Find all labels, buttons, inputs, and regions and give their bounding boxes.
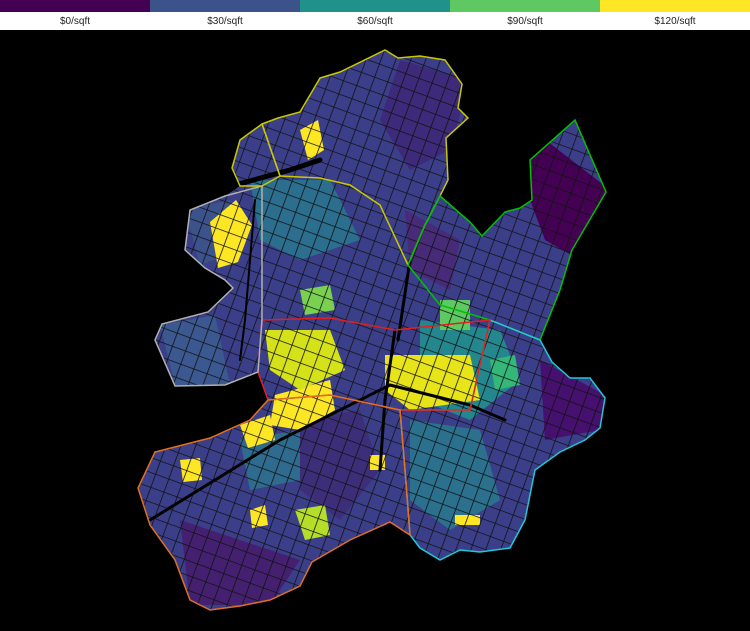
legend-swatch [0, 0, 150, 12]
legend-label: $90/sqft [507, 15, 543, 27]
price-legend: $0/sqft $30/sqft $60/sqft $90/sqft $120/… [0, 0, 750, 30]
legend-label: $30/sqft [207, 15, 243, 27]
road [239, 199, 256, 361]
legend-item-2: $60/sqft [300, 0, 450, 30]
district-boundary-southwest [137, 394, 411, 611]
road [378, 328, 397, 472]
legend-label: $120/sqft [654, 15, 696, 27]
legend-item-3: $90/sqft [450, 0, 600, 30]
legend-swatch [150, 0, 300, 12]
legend-swatch [300, 0, 450, 12]
road [232, 157, 323, 188]
legend-label: $0/sqft [59, 15, 91, 27]
district-boundary-west [154, 185, 263, 387]
legend-item-4: $120/sqft [600, 0, 750, 30]
price-choropleth [138, 50, 606, 610]
legend-swatch [600, 0, 750, 12]
city-price-map [137, 49, 607, 611]
road [148, 383, 507, 522]
legend-item-0: $0/sqft [0, 0, 150, 30]
road [396, 258, 412, 342]
legend-label: $60/sqft [357, 15, 393, 27]
legend-item-1: $30/sqft [150, 0, 300, 30]
district-boundary-east [407, 118, 607, 341]
district-boundary-central [257, 317, 491, 411]
district-boundary-north-west [231, 122, 281, 187]
legend-swatch [450, 0, 600, 12]
district-outlines [137, 49, 607, 611]
main-roads [148, 157, 507, 522]
